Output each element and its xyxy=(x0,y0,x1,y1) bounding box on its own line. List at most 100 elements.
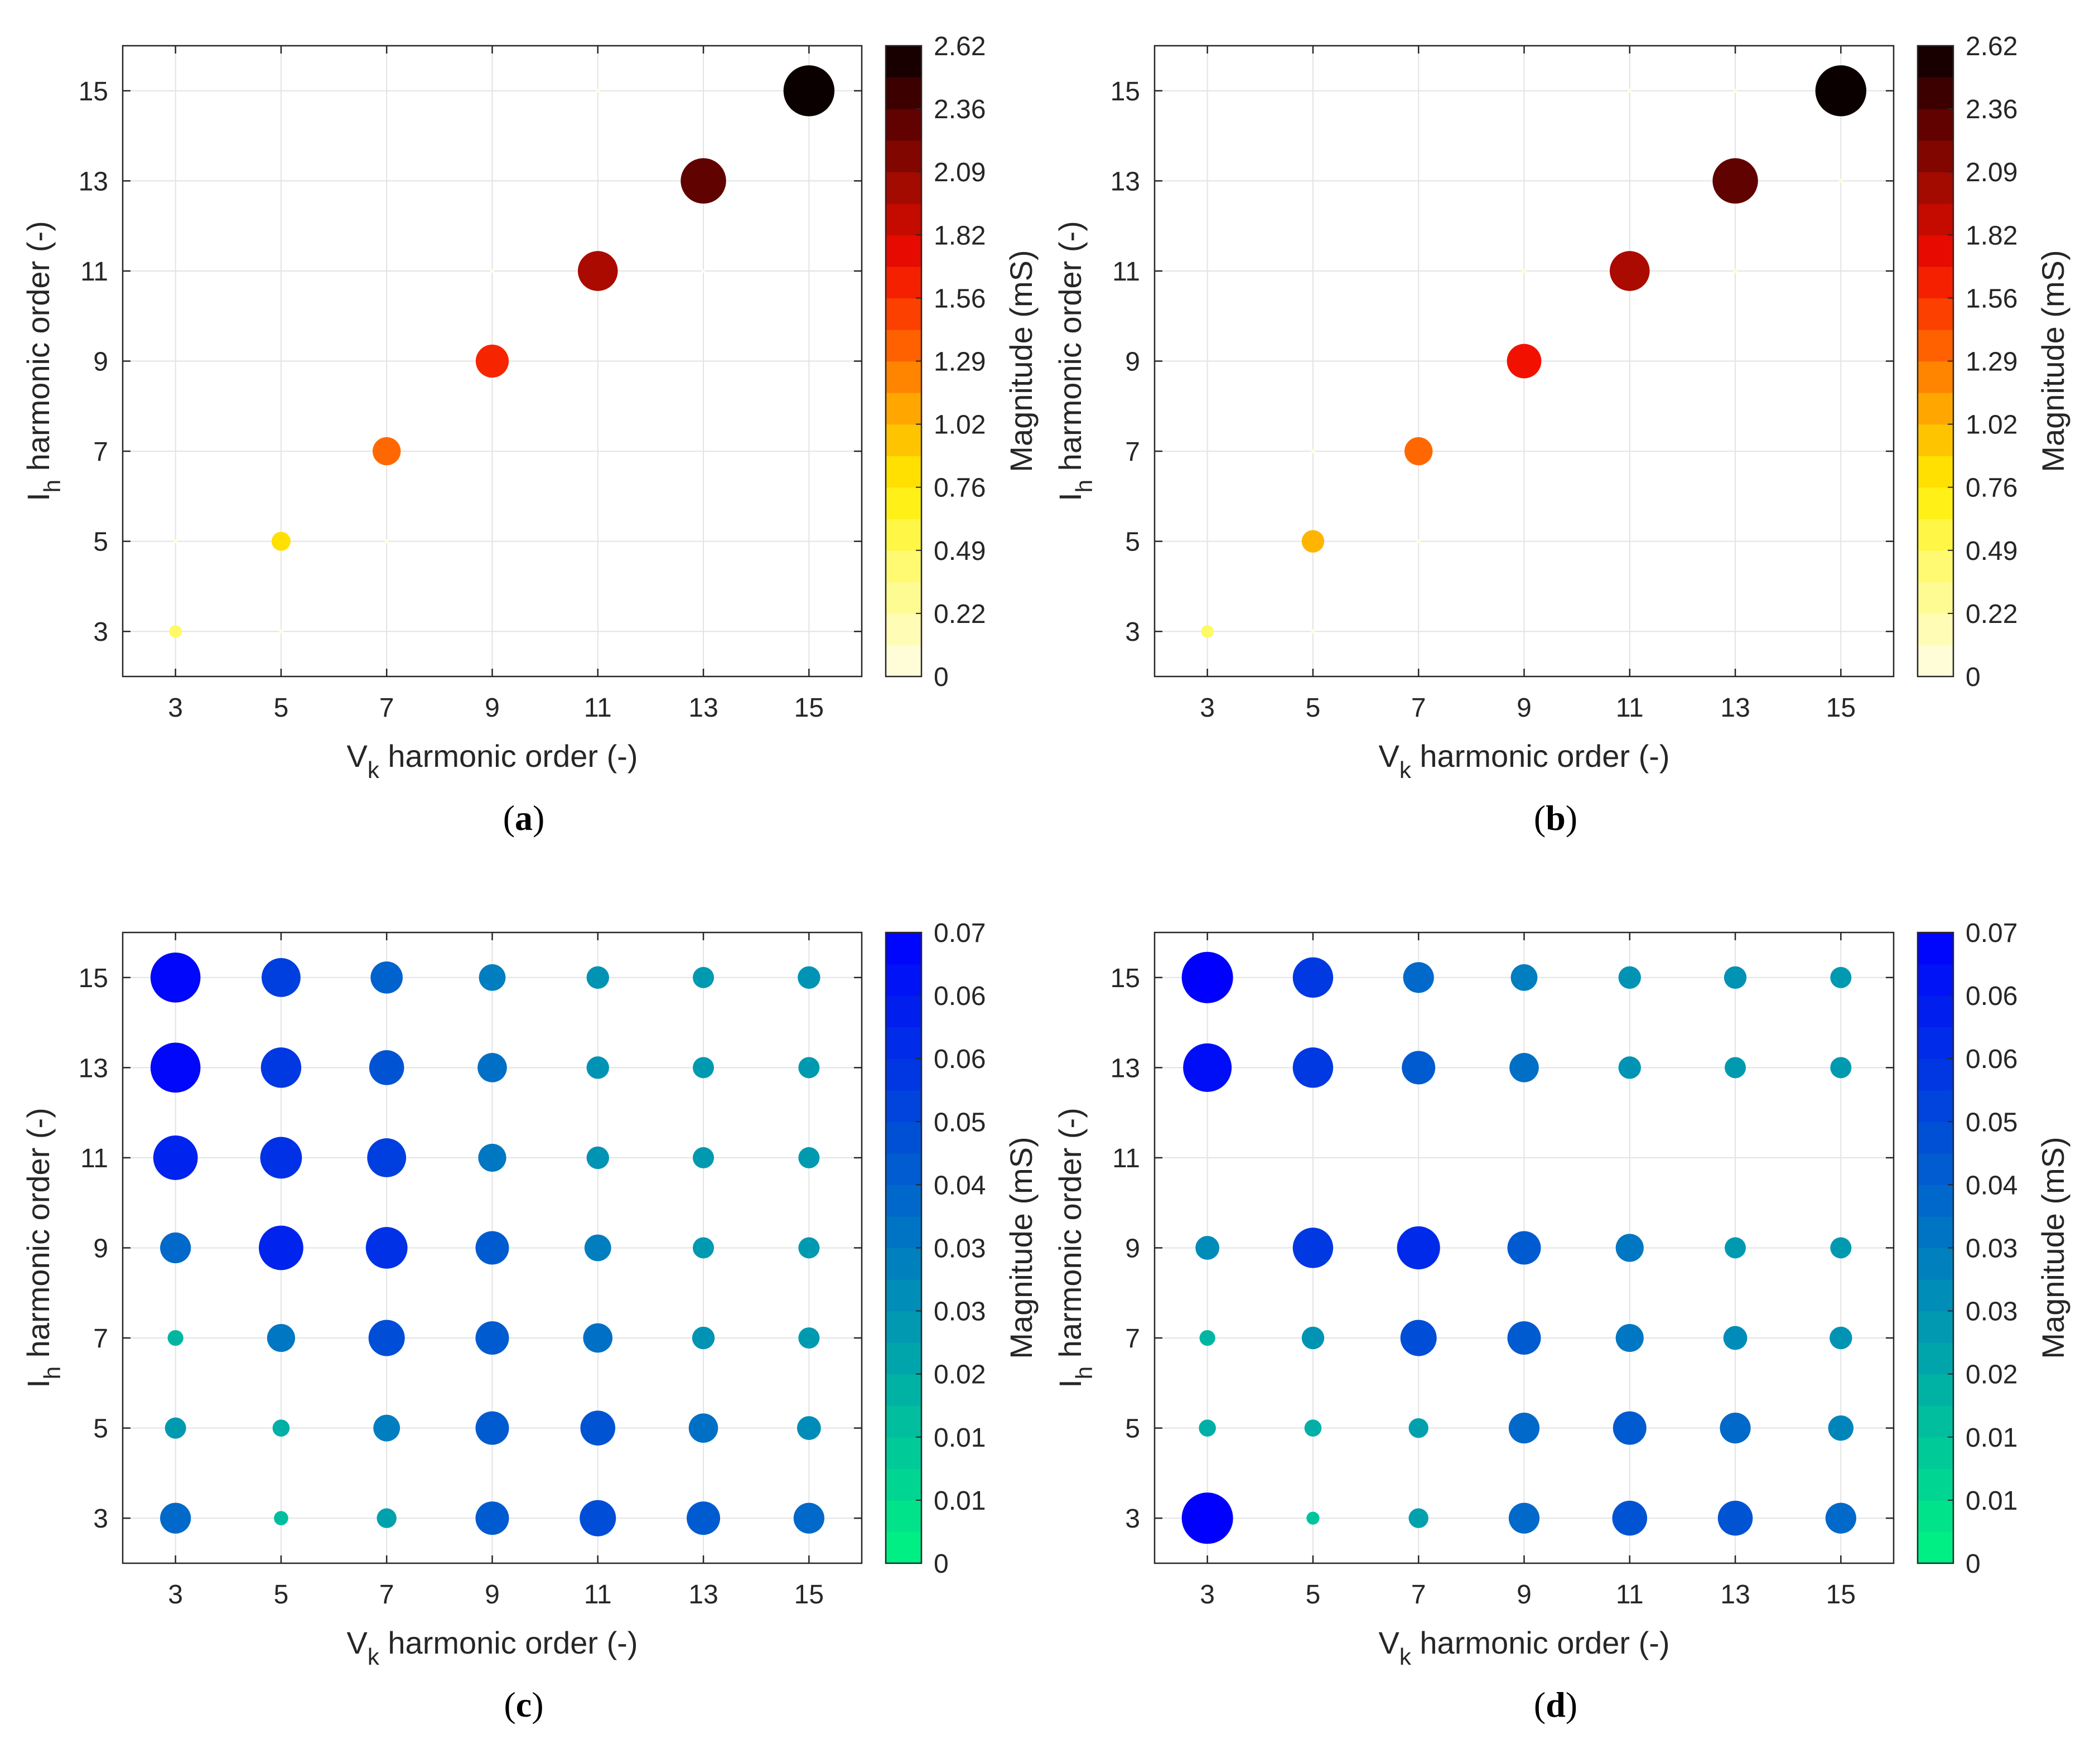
data-point xyxy=(1199,1419,1216,1437)
colorbar-tick-label: 0 xyxy=(1966,1549,1981,1579)
data-point xyxy=(490,269,494,273)
y-tick-label: 15 xyxy=(1111,964,1140,993)
caption-c: (c) xyxy=(504,1685,544,1724)
colorbar-step xyxy=(1918,613,1953,646)
data-point xyxy=(680,158,726,204)
x-tick-label: 5 xyxy=(1306,693,1321,723)
data-point xyxy=(1292,957,1334,998)
colorbar-step xyxy=(1918,550,1953,582)
data-point xyxy=(1838,178,1843,183)
colorbar-tick-label: 2.09 xyxy=(1966,158,2017,187)
colorbar-step xyxy=(886,1122,921,1154)
data-point xyxy=(1830,1237,1852,1259)
colorbar-tick-label: 0.22 xyxy=(1966,600,2017,629)
y-tick-label: 15 xyxy=(79,77,108,107)
colorbar-step xyxy=(1918,1468,1953,1501)
colorbar-tick-label: 1.02 xyxy=(934,410,986,440)
x-tick-label: 7 xyxy=(1411,1580,1426,1610)
data-point xyxy=(580,1500,616,1536)
data-point xyxy=(1508,1413,1540,1444)
x-tick-label: 5 xyxy=(274,693,289,723)
colorbar-tick-label: 1.29 xyxy=(1966,347,2017,377)
data-point xyxy=(692,1326,715,1350)
colorbar-step xyxy=(1918,1185,1953,1217)
colorbar-tick-label: 1.29 xyxy=(934,347,986,377)
colorbar-step xyxy=(1918,393,1953,425)
data-point xyxy=(1720,1413,1751,1444)
y-tick-label: 13 xyxy=(79,1053,108,1083)
y-tick-label: 7 xyxy=(1125,437,1140,467)
y-tick-label: 11 xyxy=(1112,1144,1140,1173)
data-point xyxy=(797,1416,821,1441)
y-axis-label: Ih harmonic order (-) xyxy=(21,1108,65,1388)
y-tick-label: 3 xyxy=(93,1504,108,1534)
x-tick-label: 11 xyxy=(1616,1580,1644,1610)
colorbar-tick-label: 2.09 xyxy=(934,158,986,187)
data-point xyxy=(367,1138,407,1177)
y-tick-label: 13 xyxy=(1111,167,1140,196)
data-point xyxy=(477,1053,507,1082)
colorbar-step xyxy=(1918,46,1953,78)
colorbar-step xyxy=(886,1185,921,1217)
data-point xyxy=(1723,1326,1748,1350)
colorbar-step xyxy=(886,519,921,551)
y-tick-label: 11 xyxy=(80,1144,108,1173)
data-point xyxy=(271,531,291,551)
colorbar-tick-label: 0.06 xyxy=(1966,982,2017,1011)
y-tick-label: 13 xyxy=(1111,1053,1140,1083)
data-point xyxy=(1830,1057,1852,1079)
data-point xyxy=(1507,344,1542,379)
colorbar-step xyxy=(1918,487,1953,519)
colorbar-tick-label: 0.06 xyxy=(1966,1045,2017,1074)
data-point xyxy=(165,1417,186,1439)
data-point xyxy=(1507,1321,1541,1355)
colorbar-step xyxy=(886,266,921,298)
colorbar-tick-label: 0.05 xyxy=(1966,1108,2017,1137)
data-point xyxy=(260,1137,302,1179)
data-point xyxy=(1628,89,1632,93)
data-point xyxy=(1199,1330,1215,1346)
x-tick-label: 13 xyxy=(1720,1580,1750,1610)
colorbar-step xyxy=(1918,1090,1953,1122)
data-point xyxy=(586,966,609,989)
colorbar-step xyxy=(1918,1437,1953,1469)
data-point xyxy=(1509,1053,1539,1082)
colorbar-step xyxy=(886,235,921,267)
colorbar-step xyxy=(886,1279,921,1312)
caption-b: (b) xyxy=(1533,798,1578,838)
y-tick-label: 9 xyxy=(1125,1234,1140,1264)
data-point xyxy=(1400,1320,1437,1356)
data-point xyxy=(373,437,401,466)
data-point xyxy=(1613,1411,1647,1445)
x-tick-label: 15 xyxy=(1826,1580,1856,1610)
data-point xyxy=(475,344,509,378)
y-tick-label: 15 xyxy=(79,964,108,993)
data-point xyxy=(1507,1231,1541,1265)
data-point xyxy=(384,539,389,544)
caption-a: (a) xyxy=(503,798,545,838)
colorbar-step xyxy=(886,1216,921,1249)
colorbar-tick-label: 0.01 xyxy=(1966,1486,2017,1516)
y-tick-label: 11 xyxy=(1112,257,1140,287)
colorbar-step xyxy=(886,932,921,965)
y-tick-label: 9 xyxy=(1125,347,1140,377)
x-tick-label: 3 xyxy=(1200,1580,1215,1610)
data-point xyxy=(365,1227,408,1269)
y-tick-label: 11 xyxy=(80,257,108,287)
y-tick-label: 7 xyxy=(93,1324,108,1354)
y-tick-label: 15 xyxy=(1111,77,1140,107)
data-point xyxy=(693,1147,715,1168)
y-tick-label: 7 xyxy=(1125,1324,1140,1354)
y-tick-label: 9 xyxy=(93,1234,108,1264)
x-axis-label: Vk harmonic order (-) xyxy=(346,1625,638,1670)
y-axis-label: Ih harmonic order (-) xyxy=(21,221,65,501)
colorbar-tick-label: 0.02 xyxy=(934,1360,986,1390)
data-point xyxy=(153,1135,198,1180)
data-point xyxy=(368,1320,405,1356)
data-point xyxy=(1310,629,1315,634)
data-point xyxy=(150,952,201,1003)
data-point xyxy=(262,958,301,997)
colorbar-tick-label: 2.36 xyxy=(934,95,986,124)
colorbar-step xyxy=(1918,329,1953,362)
